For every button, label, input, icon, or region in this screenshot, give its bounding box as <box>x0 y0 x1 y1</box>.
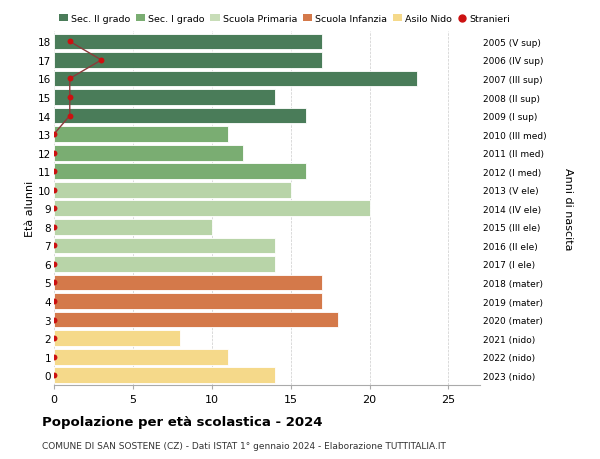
Point <box>49 372 59 379</box>
Bar <box>54 238 275 254</box>
Text: Popolazione per età scolastica - 2024: Popolazione per età scolastica - 2024 <box>42 415 323 428</box>
Point <box>49 316 59 324</box>
Point <box>49 279 59 286</box>
Point <box>49 150 59 157</box>
Point <box>49 168 59 175</box>
Point <box>49 205 59 213</box>
Bar <box>54 90 275 106</box>
Bar <box>54 164 307 180</box>
Point <box>49 131 59 139</box>
Bar <box>54 349 227 365</box>
Text: COMUNE DI SAN SOSTENE (CZ) - Dati ISTAT 1° gennaio 2024 - Elaborazione TUTTITALI: COMUNE DI SAN SOSTENE (CZ) - Dati ISTAT … <box>42 441 446 450</box>
Bar <box>54 275 322 291</box>
Point <box>65 112 74 120</box>
Point <box>49 224 59 231</box>
Bar <box>54 34 322 50</box>
Bar <box>54 108 307 124</box>
Bar <box>54 201 370 217</box>
Bar <box>54 146 244 161</box>
Bar <box>54 219 212 235</box>
Point <box>49 261 59 268</box>
Point <box>65 94 74 101</box>
Legend: Sec. II grado, Sec. I grado, Scuola Primaria, Scuola Infanzia, Asilo Nido, Stran: Sec. II grado, Sec. I grado, Scuola Prim… <box>59 15 511 24</box>
Bar <box>54 257 275 272</box>
Point <box>49 353 59 361</box>
Point <box>49 335 59 342</box>
Point <box>65 76 74 83</box>
Y-axis label: Anni di nascita: Anni di nascita <box>563 168 573 250</box>
Bar <box>54 368 275 383</box>
Bar <box>54 127 227 143</box>
Bar <box>54 53 322 69</box>
Bar <box>54 312 338 328</box>
Point <box>49 187 59 194</box>
Bar <box>54 72 417 87</box>
Point <box>49 298 59 305</box>
Point <box>49 242 59 250</box>
Bar <box>54 330 180 346</box>
Bar <box>54 293 322 309</box>
Point <box>97 57 106 64</box>
Bar <box>54 183 290 198</box>
Y-axis label: Età alunni: Età alunni <box>25 181 35 237</box>
Point <box>65 39 74 46</box>
